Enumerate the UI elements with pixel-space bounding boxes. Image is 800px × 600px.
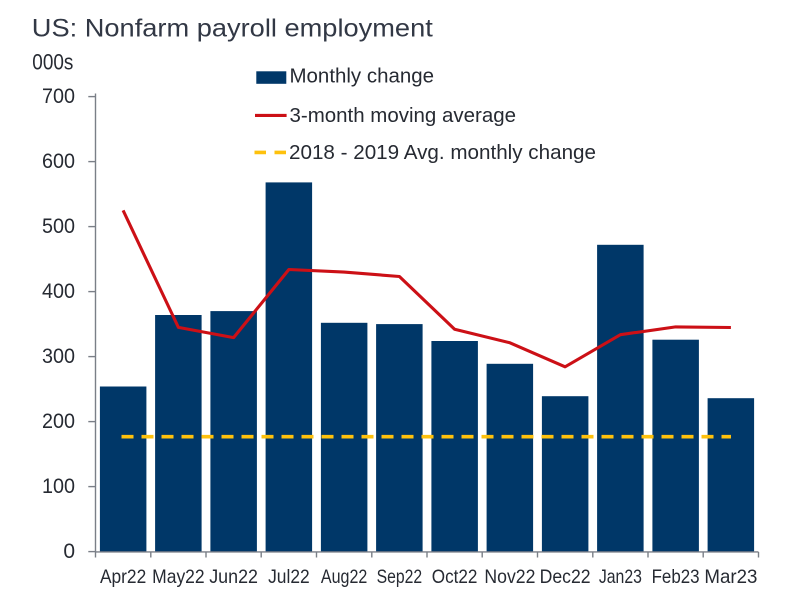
svg-text:Jan23: Jan23	[599, 566, 642, 588]
svg-text:100: 100	[42, 475, 75, 498]
svg-text:Jul22: Jul22	[268, 566, 310, 588]
svg-text:Jun22: Jun22	[209, 566, 258, 588]
svg-text:Mar23: Mar23	[704, 566, 757, 588]
svg-text:2018 - 2019 Avg. monthly chang: 2018 - 2019 Avg. monthly change	[289, 142, 596, 164]
svg-text:700: 700	[42, 85, 75, 108]
svg-text:Dec22: Dec22	[540, 566, 591, 588]
svg-text:Nov22: Nov22	[484, 566, 535, 588]
svg-text:Apr22: Apr22	[100, 566, 146, 588]
svg-text:300: 300	[42, 345, 75, 368]
svg-text:Oct22: Oct22	[432, 566, 478, 588]
svg-text:May22: May22	[152, 566, 205, 588]
svg-text:Sep22: Sep22	[377, 566, 423, 588]
svg-text:Aug22: Aug22	[321, 566, 367, 588]
svg-text:US: Nonfarm payroll employment: US: Nonfarm payroll employment	[32, 14, 433, 42]
svg-text:600: 600	[42, 150, 75, 173]
svg-text:0: 0	[63, 540, 75, 563]
svg-text:Monthly change: Monthly change	[290, 66, 435, 88]
svg-text:200: 200	[42, 410, 75, 433]
svg-text:3-month moving average: 3-month moving average	[290, 105, 517, 127]
svg-text:500: 500	[42, 215, 75, 238]
svg-text:400: 400	[42, 280, 75, 303]
svg-text:Feb23: Feb23	[652, 566, 700, 588]
svg-text:000s: 000s	[32, 50, 73, 75]
